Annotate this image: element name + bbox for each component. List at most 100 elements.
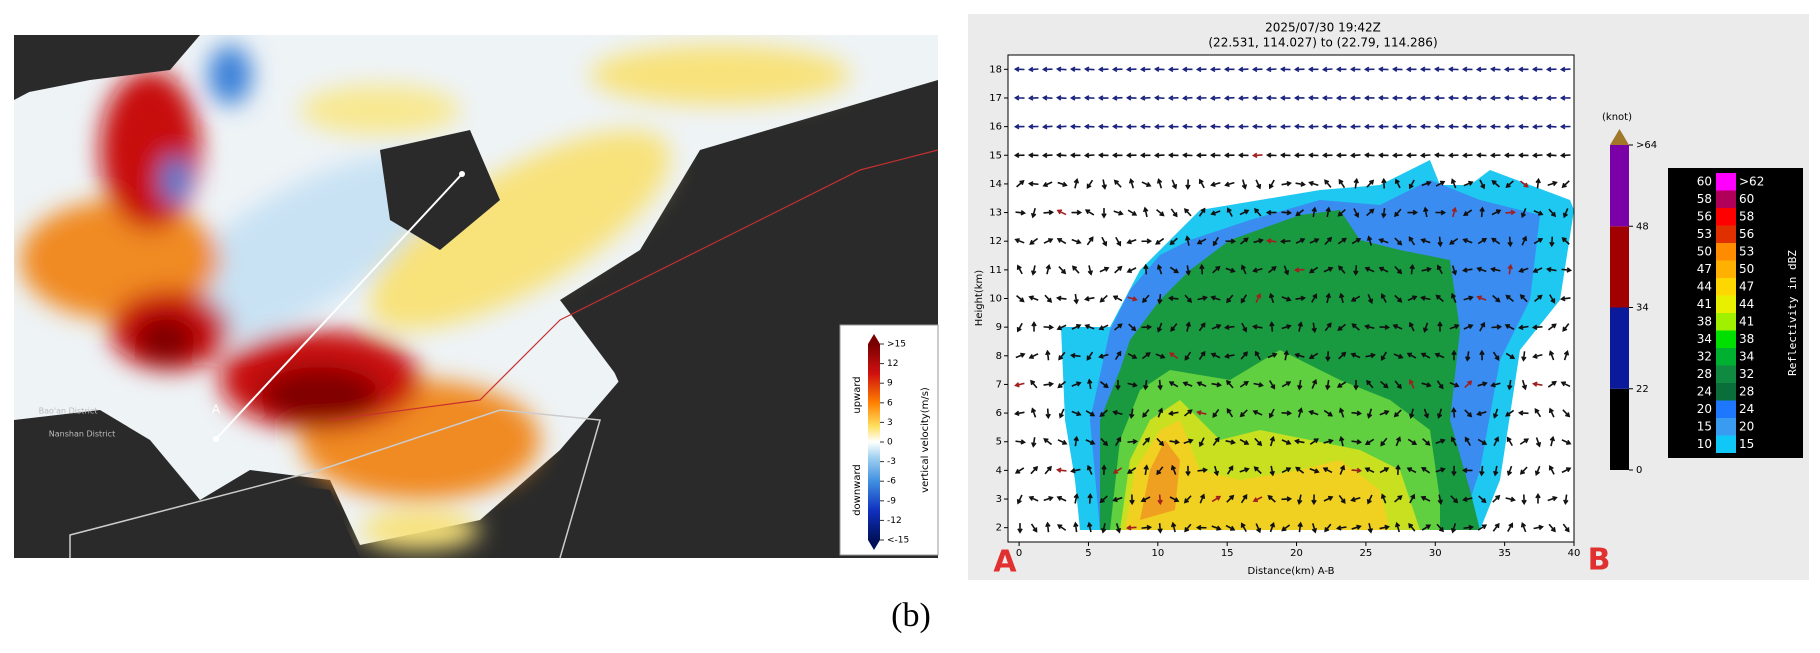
- wind-arrow: [1420, 295, 1431, 301]
- wind-arrow: [1365, 352, 1376, 359]
- wind-arrow: [1377, 123, 1389, 130]
- wind-arrow: [1323, 266, 1334, 273]
- wind-arrow: [1027, 123, 1039, 130]
- wind-arrow: [1531, 66, 1543, 73]
- reflectivity-low-label: 15: [1697, 419, 1712, 433]
- wind-arrow: [1493, 465, 1499, 477]
- colorbar-note: downward: [852, 464, 863, 516]
- colorbar-tick-label: 12: [887, 359, 898, 369]
- wind-arrow: [1043, 381, 1054, 387]
- wind-arrow: [1492, 294, 1501, 303]
- reflectivity-high-label: 20: [1739, 419, 1754, 433]
- wind-arrow: [1013, 95, 1025, 101]
- no-echo: [14, 35, 200, 95]
- wind-arrow: [1380, 493, 1387, 504]
- wind-arrow: [1185, 179, 1191, 190]
- wind-arrow: [1251, 66, 1263, 73]
- wind-arrow: [1239, 237, 1249, 245]
- wind-arrow: [1069, 66, 1081, 72]
- wind-arrow: [1128, 178, 1135, 189]
- wind-arrow: [1321, 95, 1333, 101]
- wind-arrow: [1311, 322, 1317, 334]
- wind-arrow: [1477, 524, 1488, 531]
- reflectivity-swatch: [1716, 260, 1736, 278]
- wind-arrow: [1086, 179, 1094, 189]
- wind-arrow: [1562, 409, 1571, 418]
- wind-arrow: [1339, 464, 1346, 475]
- wind-arrow: [1127, 352, 1138, 359]
- wind-arrow: [1097, 152, 1109, 158]
- wind-arrow: [1477, 381, 1488, 387]
- wind-arrow: [1224, 181, 1235, 187]
- wind-arrow: [1169, 237, 1178, 246]
- reflectivity-low-label: 28: [1697, 367, 1712, 381]
- wind-arrow: [1115, 523, 1122, 534]
- wind-arrow: [1279, 238, 1291, 245]
- wind-arrow: [1405, 66, 1417, 73]
- wind-arrow: [1447, 152, 1459, 159]
- wind-arrow: [1364, 324, 1375, 330]
- wind-arrow: [1045, 263, 1052, 275]
- wind-arrow: [1335, 123, 1347, 130]
- wind-arrow: [1055, 123, 1067, 130]
- wind-arrow: [1041, 152, 1053, 159]
- wind-arrow: [1562, 208, 1569, 219]
- wind-arrow: [1561, 267, 1573, 273]
- wind-arrow: [1336, 525, 1347, 531]
- wind-arrow: [1125, 95, 1137, 101]
- wind-arrow: [1377, 95, 1389, 101]
- reflectivity-low-label: 50: [1697, 244, 1712, 258]
- wind-arrow: [1156, 322, 1163, 333]
- reflectivity-legend: 60 >62 58 60 56 58 53 56 50 53 47 50 44 47 41 44 38 41 34 3…: [1697, 173, 1764, 453]
- colorbar-tick-label: 9: [887, 379, 893, 389]
- wind-arrow: [1225, 267, 1236, 273]
- wind-arrow: [1266, 238, 1277, 244]
- wind-arrow: [1041, 95, 1053, 101]
- wind-arrow: [1450, 495, 1459, 504]
- wind-arrow: [1099, 266, 1110, 273]
- wind-arrow: [1380, 437, 1388, 447]
- wind-arrow: [1041, 66, 1053, 73]
- y-tick-label: 8: [996, 351, 1002, 362]
- wind-arrow: [1479, 465, 1485, 477]
- district-label: Nanshan District: [49, 430, 115, 439]
- wind-arrow: [1517, 95, 1529, 101]
- wind-arrow: [1519, 180, 1529, 188]
- wind-arrow: [1491, 179, 1500, 188]
- wind-arrow: [1394, 521, 1401, 533]
- wind-arrows: [1013, 66, 1573, 534]
- wind-arrow: [1531, 95, 1543, 101]
- wind-arrow: [1391, 66, 1403, 72]
- x-tick-label: 0: [1016, 548, 1022, 559]
- wind-arrow: [1547, 180, 1558, 187]
- wind-arrow: [1479, 349, 1485, 361]
- wind-arrow: [1349, 123, 1361, 130]
- wind-arrow: [1239, 438, 1250, 445]
- wind-arrow: [1507, 522, 1514, 532]
- wind-arrow: [1325, 292, 1331, 304]
- wind-arrow: [1419, 66, 1431, 73]
- reflectivity-high-label: 50: [1739, 262, 1754, 276]
- wind-arrow: [1395, 464, 1401, 475]
- wind-arrow: [1449, 324, 1460, 330]
- wind-arrow: [1435, 180, 1446, 187]
- wind-arrow: [1199, 493, 1206, 504]
- wind-arrow: [1437, 236, 1443, 248]
- wind-arrow: [1240, 493, 1248, 504]
- wind-arrow: [1055, 66, 1067, 72]
- wind-arrow: [1350, 352, 1361, 359]
- wind-arrow: [1405, 95, 1417, 101]
- wind-arrow: [1420, 495, 1431, 502]
- wind-arrow: [1167, 95, 1179, 101]
- wind-arrow: [1153, 123, 1165, 130]
- colorbar-note: upward: [852, 376, 863, 413]
- wind-arrow: [1086, 464, 1093, 475]
- y-tick-label: 5: [996, 437, 1002, 448]
- wind-arrow: [1436, 380, 1444, 390]
- wind-arrow: [1255, 523, 1262, 534]
- wind-arrow: [1351, 439, 1363, 445]
- wind-arrow: [1127, 438, 1139, 445]
- wind-arrow: [1322, 467, 1333, 474]
- wind-arrow: [1142, 437, 1151, 446]
- wind-arrow: [1379, 409, 1390, 416]
